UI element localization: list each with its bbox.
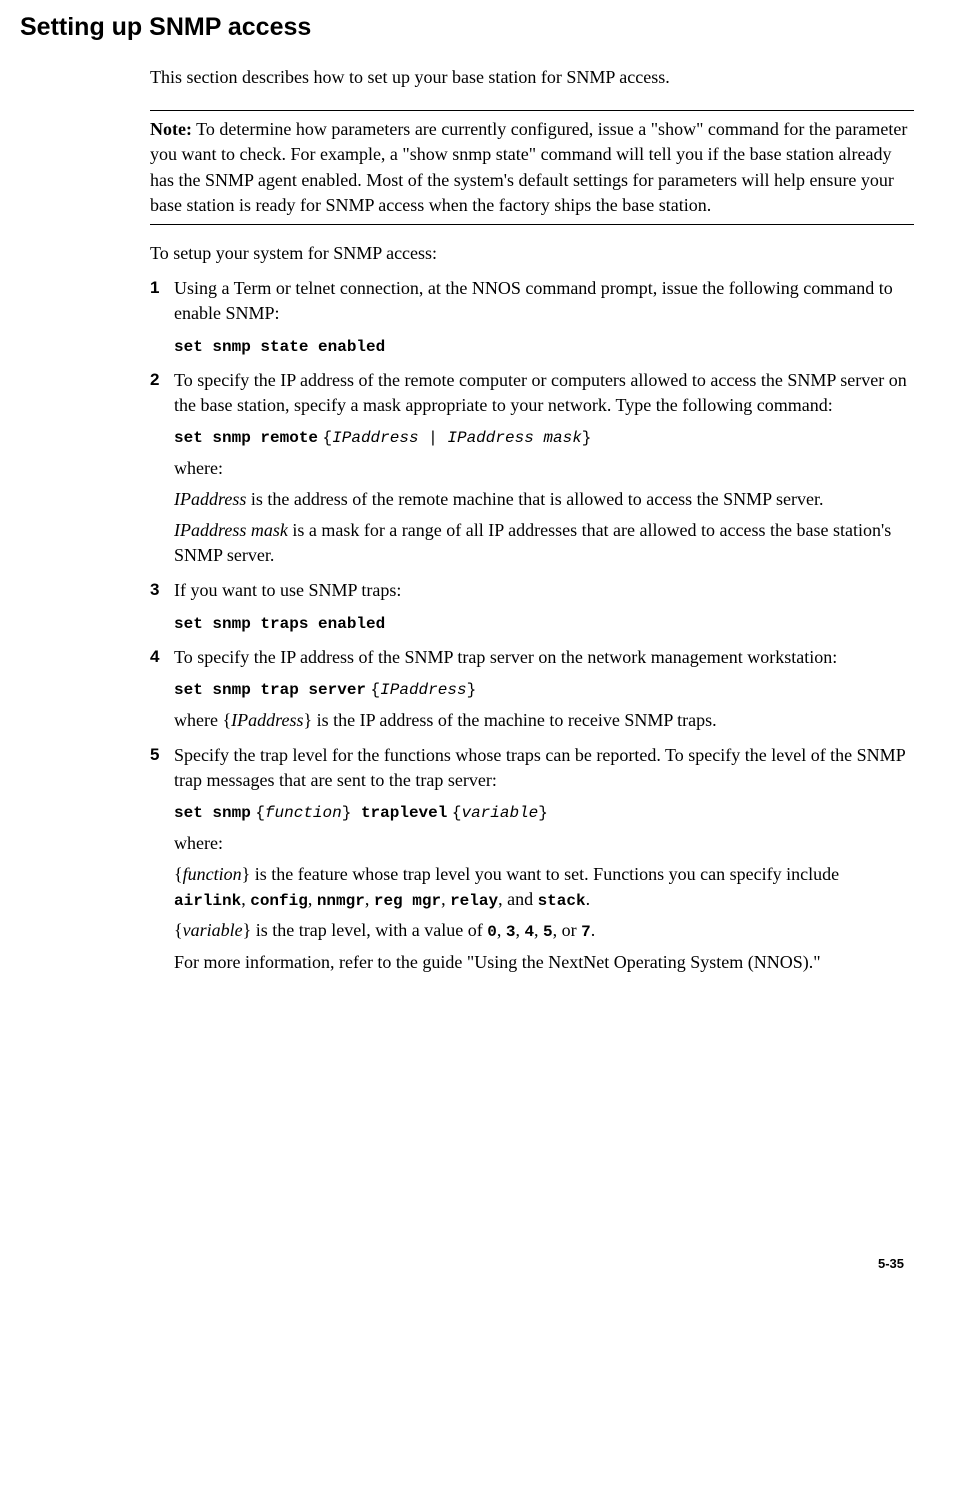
step-text: Using a Term or telnet connection, at th… (174, 276, 914, 326)
brace: } (342, 804, 361, 822)
sep: , (241, 889, 250, 909)
term: IPaddress (231, 710, 303, 730)
note-rule-top (150, 110, 914, 111)
command-p1: set snmp (174, 804, 251, 822)
brace: { (174, 920, 183, 940)
term-desc: } is the trap level, with a value of (243, 920, 488, 940)
sep: , (308, 889, 317, 909)
brace: } (467, 681, 477, 699)
note-body: To determine how parameters are currentl… (150, 119, 907, 215)
cmd-arg: IPaddress (380, 681, 466, 699)
term: IPaddress mask (174, 520, 288, 540)
cmd-pipe: | (419, 429, 448, 447)
step-text: To specify the IP address of the SNMP tr… (174, 645, 914, 670)
func-value: config (250, 892, 308, 910)
step-number: 1 (150, 276, 159, 300)
sep: , or (553, 920, 582, 940)
step-number: 5 (150, 743, 159, 767)
term: IPaddress (174, 489, 246, 509)
sep: , (534, 920, 543, 940)
step-4: 4 To specify the IP address of the SNMP … (150, 645, 914, 733)
command-prefix: set snmp trap server (174, 681, 366, 699)
func-value: nnmgr (317, 892, 365, 910)
func-value: stack (538, 892, 586, 910)
note-label: Note: (150, 119, 192, 139)
cmd-arg: IPaddress mask (447, 429, 581, 447)
step-text: To specify the IP address of the remote … (174, 368, 914, 418)
more-info: For more information, refer to the guide… (174, 950, 914, 975)
note-block: Note: To determine how parameters are cu… (150, 117, 914, 218)
where-pre: where { (174, 710, 231, 730)
term-desc: is the address of the remote machine tha… (246, 489, 823, 509)
step-number: 4 (150, 645, 159, 669)
func-value: relay (450, 892, 498, 910)
func-value: reg mgr (374, 892, 441, 910)
intro-text: This section describes how to set up you… (150, 65, 914, 90)
brace: { (323, 429, 333, 447)
command: set snmp state enabled (174, 338, 385, 356)
func-value: airlink (174, 892, 241, 910)
step-number: 2 (150, 368, 159, 392)
step-5: 5 Specify the trap level for the functio… (150, 743, 914, 975)
cmd-arg: function (265, 804, 342, 822)
var-value: 4 (524, 923, 534, 941)
period: . (586, 889, 591, 909)
sep: , (441, 889, 450, 909)
brace: } (582, 429, 592, 447)
var-value: 0 (487, 923, 497, 941)
period: . (591, 920, 596, 940)
term-desc: } is the feature whose trap level you wa… (242, 864, 839, 884)
sep: , (497, 920, 506, 940)
brace: } (538, 804, 548, 822)
command-p2: traplevel (361, 804, 447, 822)
term: function (183, 864, 242, 884)
page-number: 5-35 (20, 1255, 914, 1273)
cmd-arg: variable (461, 804, 538, 822)
var-value: 3 (506, 923, 516, 941)
step-text: Specify the trap level for the functions… (174, 743, 914, 793)
step-number: 3 (150, 578, 159, 602)
step-2: 2 To specify the IP address of the remot… (150, 368, 914, 569)
where-label: where: (174, 831, 914, 856)
setup-intro: To setup your system for SNMP access: (150, 241, 914, 266)
page-heading: Setting up SNMP access (20, 10, 914, 45)
term: variable (183, 920, 243, 940)
where-label: where: (174, 456, 914, 481)
var-value: 7 (581, 923, 591, 941)
sep: , (365, 889, 374, 909)
step-3: 3 If you want to use SNMP traps: set snm… (150, 578, 914, 635)
command: set snmp traps enabled (174, 615, 385, 633)
note-rule-bottom (150, 224, 914, 225)
cmd-arg: IPaddress (332, 429, 418, 447)
brace: { (255, 804, 265, 822)
where-post: } is the IP address of the machine to re… (303, 710, 716, 730)
command-prefix: set snmp remote (174, 429, 318, 447)
brace: { (174, 864, 183, 884)
sep: , and (498, 889, 538, 909)
var-value: 5 (543, 923, 553, 941)
step-1: 1 Using a Term or telnet connection, at … (150, 276, 914, 358)
brace: { (371, 681, 381, 699)
step-text: If you want to use SNMP traps: (174, 578, 914, 603)
